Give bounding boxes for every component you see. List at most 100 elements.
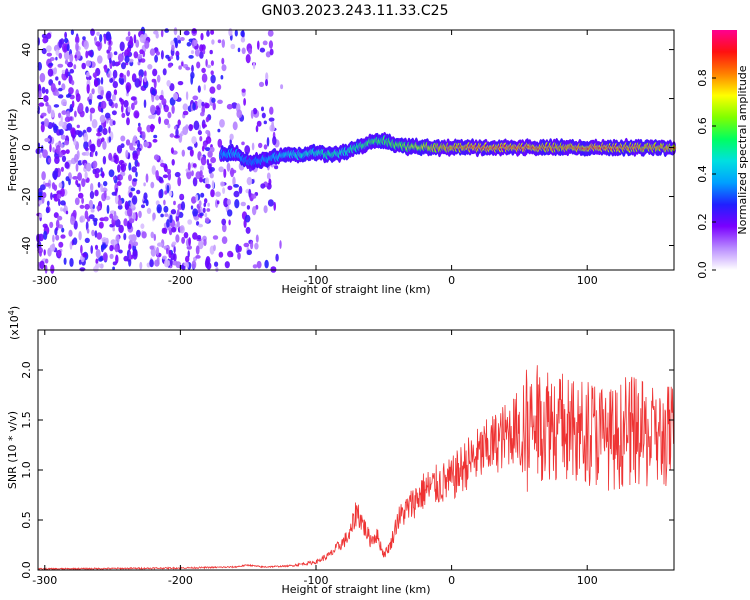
spectrogram-cell xyxy=(162,68,167,76)
spectrogram-cell xyxy=(156,106,161,116)
spectrogram-cell xyxy=(128,251,132,260)
spectrogram-cell xyxy=(163,205,169,213)
spectrogram-cell xyxy=(51,182,56,190)
spectrogram-cell xyxy=(91,119,98,129)
spectrogram-cell xyxy=(121,104,124,113)
spectrogram-cell xyxy=(166,247,169,255)
spectrogram-cell xyxy=(204,217,210,224)
spectrogram-cell xyxy=(102,140,107,150)
spectrogram-cell xyxy=(170,209,177,215)
spectrogram-cell xyxy=(191,260,197,269)
spectrogram-cell xyxy=(124,49,130,58)
spectrogram-cell xyxy=(138,69,144,78)
spectrogram-cell xyxy=(123,74,127,83)
spectrogram-cell xyxy=(128,58,134,63)
spectrogram-cell xyxy=(114,194,119,205)
spectrogram-cell xyxy=(192,177,198,187)
colorbar-gradient xyxy=(712,30,737,270)
spectrogram-cell xyxy=(188,55,194,59)
spectrogram-cell xyxy=(75,42,79,52)
spectrogram-cell xyxy=(210,189,215,198)
spectrogram-cell xyxy=(45,258,49,264)
x-tick-label: 0 xyxy=(448,574,455,587)
spectrogram-cell xyxy=(230,43,236,50)
spectrogram-cell xyxy=(163,199,166,206)
spectrogram-cell xyxy=(207,150,213,158)
spectrogram-cell xyxy=(192,102,196,111)
spectrogram-cell xyxy=(191,28,197,34)
spectrogram-cell xyxy=(268,40,273,49)
spectrogram-cell xyxy=(209,146,215,153)
spectrogram-cell xyxy=(171,226,177,233)
spectrogram-cell xyxy=(143,182,146,187)
spectrogram-cell xyxy=(92,168,97,175)
spectrogram-cell xyxy=(132,178,138,182)
spectrogram-cell xyxy=(123,218,128,227)
spectrogram-cell xyxy=(171,159,175,166)
y-tick-label: 40 xyxy=(20,43,33,57)
spectrogram-cell xyxy=(102,252,108,262)
spectrogram-cell xyxy=(267,29,274,37)
spectrogram-cell xyxy=(131,102,135,111)
spectrogram-cell xyxy=(108,169,115,178)
spectrogram-cell xyxy=(171,241,177,246)
spectrogram-cell xyxy=(175,128,179,138)
spectrogram-cell xyxy=(74,130,81,135)
x-tick-label: 100 xyxy=(577,274,598,287)
spectrogram-cell xyxy=(42,223,48,228)
spectrogram-cell xyxy=(188,124,193,132)
spectrogram-cell xyxy=(210,60,214,66)
spectrogram-cell xyxy=(60,187,65,197)
spectrogram-cell xyxy=(177,39,181,44)
spectrogram-cell xyxy=(41,33,48,39)
spectrogram-cell xyxy=(43,249,46,256)
spectrogram-cell xyxy=(50,192,53,200)
spectrogram-cell xyxy=(195,255,201,259)
spectrogram-cell xyxy=(231,102,238,109)
spectrogram-cell xyxy=(272,136,277,146)
spectrogram-cell xyxy=(132,250,138,260)
spectrogram-cell xyxy=(126,70,130,77)
spectrogram-cell xyxy=(94,79,99,88)
spectrogram-cell xyxy=(58,52,63,59)
spectrogram-cell xyxy=(91,88,95,95)
spectrogram-cell xyxy=(62,43,68,53)
spectrogram-cell xyxy=(119,72,123,78)
spectrogram-cell xyxy=(128,162,132,171)
spectrogram-cell xyxy=(210,157,217,164)
spectrogram-cell xyxy=(161,98,167,106)
spectrogram-cell xyxy=(169,214,173,224)
spectrogram-cell xyxy=(217,128,221,133)
snr-y-axis-label: SNR (10 * v/v) xyxy=(6,411,19,489)
spectrogram-cell xyxy=(69,53,74,63)
snr-panel: -300 -200 -100 0 100 0.0 0.5 1.0 1.5 2.0 Height … xyxy=(6,306,675,596)
spectrogram-cell xyxy=(43,230,48,240)
spectrogram-cell xyxy=(204,212,208,218)
colorbar: 0.0 0.2 0.4 0.6 0.8 Normalized spectral ampl… xyxy=(696,30,749,279)
spectrogram-cell xyxy=(219,119,225,128)
spectrogram-cell xyxy=(61,69,66,74)
spectrogram-cell xyxy=(76,183,80,188)
spectrogram-cell xyxy=(199,136,203,142)
spectrogram-cell xyxy=(229,133,234,141)
spectrogram-cell xyxy=(263,144,268,150)
spectrogram-cell xyxy=(258,142,263,149)
spectrogram-cell xyxy=(105,31,112,41)
spectrogram-cell xyxy=(232,121,238,131)
spectrogram-cell xyxy=(205,116,210,123)
spectrogram-cell xyxy=(163,118,170,126)
spectrogram-cell xyxy=(125,139,131,146)
spectrogram-cell xyxy=(50,109,55,118)
spectrogram-cell xyxy=(199,212,204,217)
spectrogram-cell xyxy=(85,147,89,151)
spectrogram-cell xyxy=(45,88,49,94)
spectrogram-cell xyxy=(147,64,153,70)
spectrogram-cell xyxy=(271,120,274,131)
spectrogram-cell xyxy=(218,251,224,258)
spectrogram-cell xyxy=(128,192,133,198)
spectrogram-cell xyxy=(132,241,139,247)
spectrogram-cell xyxy=(58,80,61,86)
spectrogram-cell xyxy=(98,125,103,133)
spectrogram-cell xyxy=(143,192,148,200)
